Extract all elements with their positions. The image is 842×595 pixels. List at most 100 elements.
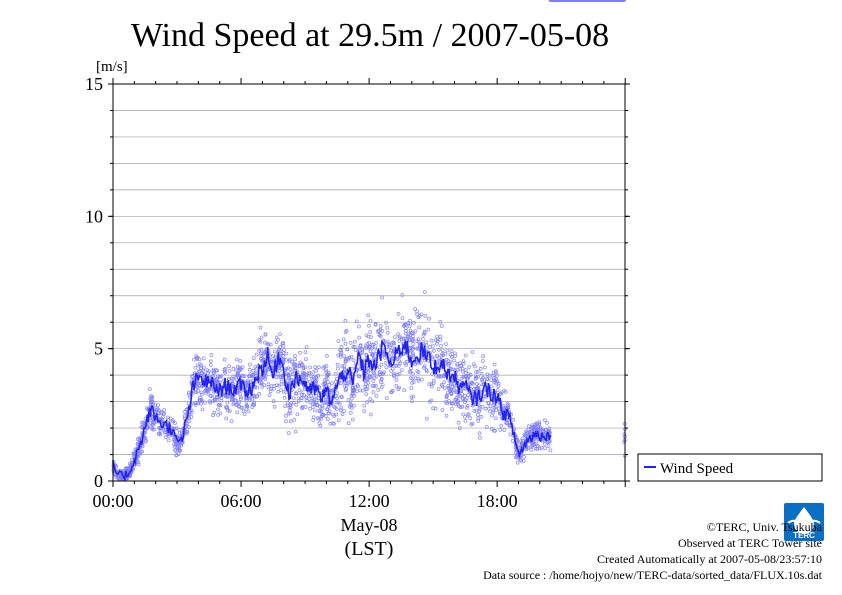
scatter-point xyxy=(490,413,494,418)
scatter-point xyxy=(524,429,528,434)
scatter-point xyxy=(321,366,326,370)
scatter-point xyxy=(559,0,564,2)
scatter-point xyxy=(343,318,348,323)
scatter-point xyxy=(610,0,614,2)
scatter-point xyxy=(371,379,376,383)
scatter-point xyxy=(463,418,468,423)
scatter-point xyxy=(446,385,451,390)
scatter-point xyxy=(367,323,371,328)
scatter-point xyxy=(483,406,488,411)
scatter-point xyxy=(415,369,420,373)
scatter-point xyxy=(423,313,428,318)
scatter-point xyxy=(447,399,451,403)
scatter-point xyxy=(163,430,168,434)
scatter-point xyxy=(620,0,625,2)
scatter-point xyxy=(214,376,219,381)
x-tick-label: 06:00 xyxy=(221,491,262,511)
scatter-point xyxy=(494,370,498,375)
scatter-point xyxy=(466,371,471,376)
scatter-point xyxy=(262,383,267,388)
scatter-point xyxy=(352,344,357,349)
scatter-point xyxy=(488,404,493,409)
scatter-point xyxy=(257,348,262,353)
scatter-point xyxy=(474,370,479,374)
scatter-point xyxy=(413,329,418,334)
scatter-point xyxy=(427,316,431,321)
scatter-point xyxy=(286,403,291,408)
scatter-point xyxy=(535,446,540,451)
scatter-point xyxy=(456,394,461,399)
scatter-point xyxy=(211,368,216,373)
scatter-point xyxy=(340,412,345,417)
scatter-point xyxy=(251,356,256,361)
scatter-point xyxy=(356,374,361,378)
scatter-point xyxy=(444,342,448,347)
scatter-point xyxy=(511,417,516,422)
scatter-point xyxy=(463,368,468,373)
scatter-point xyxy=(308,406,313,411)
scatter-point xyxy=(284,413,288,418)
scatter-point xyxy=(476,374,480,379)
scatter-point xyxy=(590,0,594,2)
scatter-point xyxy=(533,422,537,427)
scatter-point xyxy=(366,313,371,318)
scatter-point xyxy=(239,405,244,410)
scatter-point xyxy=(324,370,329,375)
scatter-point xyxy=(357,335,362,340)
scatter-point xyxy=(286,374,291,379)
scatter-point xyxy=(238,367,243,371)
scatter-point xyxy=(335,362,340,367)
scatter-point xyxy=(439,382,444,387)
scatter-point xyxy=(144,438,148,443)
scatter-point xyxy=(408,318,412,323)
scatter-point xyxy=(444,357,449,362)
scatter-point xyxy=(473,364,477,369)
scatter-point xyxy=(326,370,331,375)
legend-box xyxy=(637,453,823,482)
scatter-point xyxy=(385,330,390,335)
scatter-point xyxy=(413,362,418,367)
scatter-point xyxy=(291,396,296,401)
scatter-point xyxy=(391,344,396,348)
scatter-point xyxy=(276,389,281,394)
scatter-point xyxy=(522,454,526,459)
scatter-point xyxy=(311,418,316,423)
scatter-point xyxy=(415,339,420,344)
scatter-point xyxy=(360,346,364,351)
scatter-point xyxy=(281,389,286,394)
scatter-point xyxy=(470,350,475,354)
scatter-point xyxy=(444,394,449,399)
scatter-point xyxy=(293,429,298,434)
scatter-point xyxy=(229,419,234,424)
scatter-point xyxy=(218,411,223,416)
scatter-point xyxy=(497,411,502,416)
scatter-point xyxy=(171,419,176,424)
scatter-point xyxy=(238,397,243,401)
scatter-point xyxy=(209,394,213,399)
scatter-point xyxy=(364,377,369,382)
scatter-point xyxy=(216,403,221,407)
scatter-point xyxy=(389,369,394,373)
scatter-point xyxy=(138,450,143,454)
scatter-point xyxy=(438,319,443,324)
scatter-point xyxy=(258,325,263,330)
scatter-point xyxy=(363,384,368,389)
scatter-point xyxy=(335,396,339,401)
scatter-point xyxy=(463,386,467,391)
scatter-point xyxy=(187,418,192,423)
scatter-point xyxy=(288,403,293,407)
scatter-point xyxy=(313,379,318,384)
scatter-point xyxy=(362,409,367,414)
scatter-point xyxy=(446,363,451,368)
scatter-point xyxy=(411,394,416,399)
scatter-point xyxy=(438,374,443,379)
scatter-point xyxy=(499,423,504,428)
scatter-point xyxy=(380,329,385,333)
scatter-point xyxy=(475,412,480,417)
scatter-point xyxy=(343,357,348,362)
scatter-point xyxy=(384,320,388,325)
scatter-point xyxy=(210,399,215,404)
scatter-point xyxy=(156,403,160,408)
scatter-point xyxy=(239,395,243,400)
scatter-point xyxy=(451,388,456,393)
